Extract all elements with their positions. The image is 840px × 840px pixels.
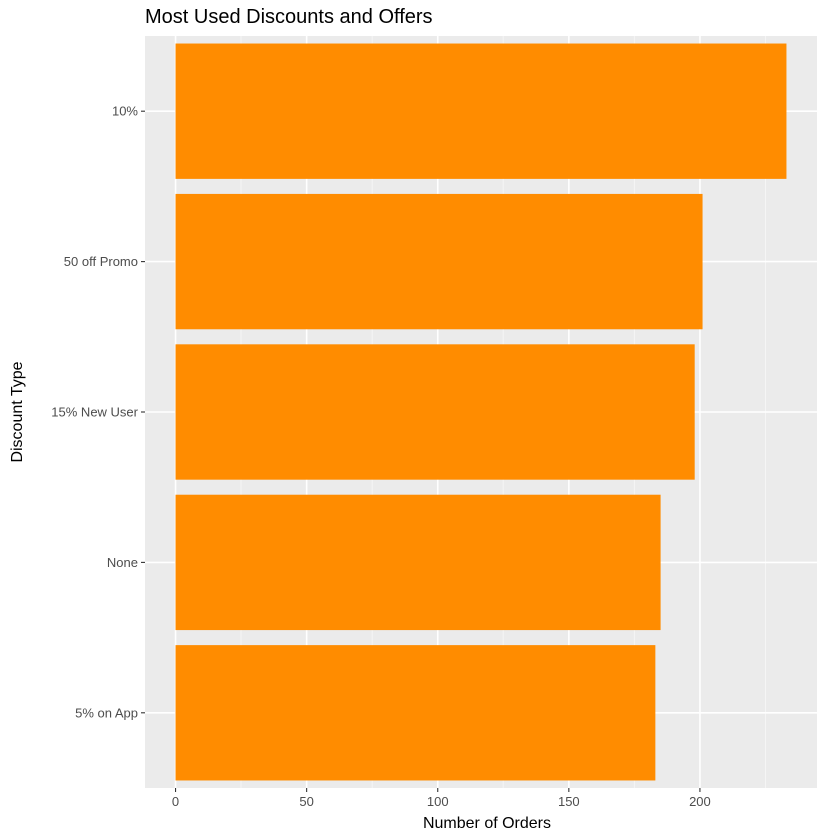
y-axis-title: Discount Type	[9, 361, 26, 462]
x-tick-label: 50	[299, 794, 313, 809]
y-tick-label: 10%	[112, 104, 138, 119]
bar	[175, 494, 661, 631]
bar	[175, 43, 787, 179]
y-tick-label: 50 off Promo	[64, 254, 138, 269]
x-tick-label: 150	[558, 794, 580, 809]
y-tick-label: 5% on App	[75, 705, 138, 720]
y-axis: 10% 50 off Promo 15% New User None 5% on App	[51, 104, 145, 720]
x-axis-title: Number of Orders	[423, 815, 551, 832]
x-tick-label: 0	[172, 794, 179, 809]
x-axis: 0 50 100 150 200	[172, 788, 711, 809]
y-tick-label: 15% New User	[51, 405, 138, 420]
bars	[175, 43, 787, 781]
chart-title: Most Used Discounts and Offers	[145, 6, 433, 28]
x-tick-label: 100	[427, 794, 449, 809]
x-tick-label: 200	[689, 794, 711, 809]
y-tick-label: None	[107, 555, 138, 570]
bar	[175, 344, 695, 480]
bar	[175, 193, 703, 330]
bar	[175, 645, 656, 781]
